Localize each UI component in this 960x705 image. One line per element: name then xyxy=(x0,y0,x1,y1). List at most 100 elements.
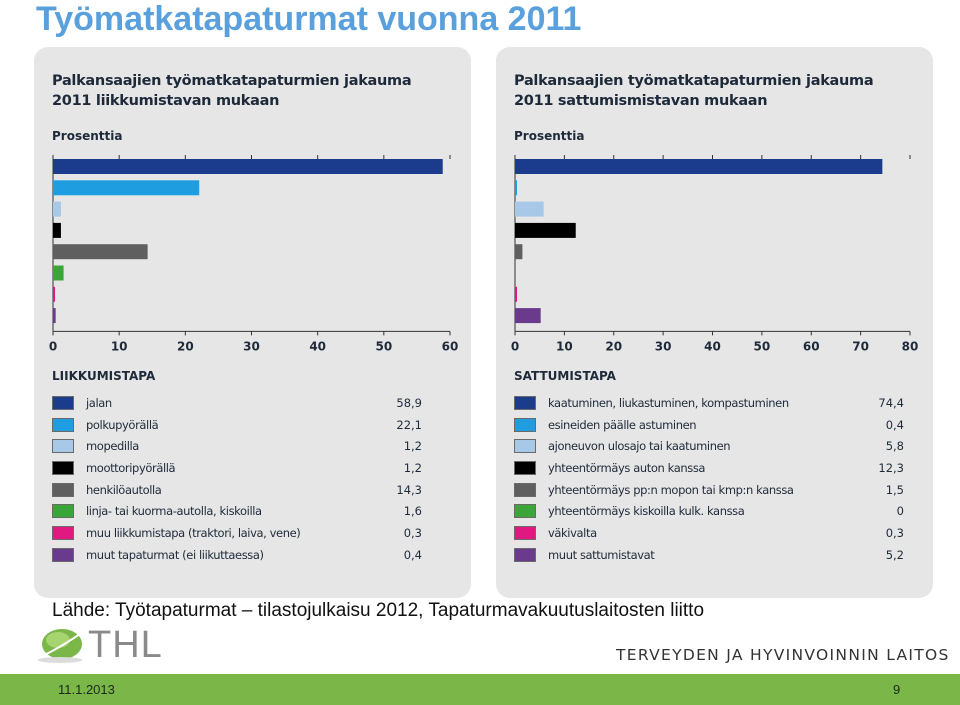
right-x-tick-label: 0 xyxy=(511,339,519,353)
legend-value: 0,4 xyxy=(403,547,422,562)
legend-item: yhteentörmäys kiskoilla kulk. kanssa 0 xyxy=(514,502,914,524)
legend-swatch xyxy=(514,461,536,476)
legend-value: 22,1 xyxy=(396,417,422,432)
legend-label: yhteentörmäys pp:n mopon tai kmp:n kanss… xyxy=(548,482,794,497)
left-bar-5 xyxy=(53,244,148,260)
legend-left: jalan 58,9 polkupyörällä 22,1 mopedilla 1,2 mo… xyxy=(52,394,452,568)
legend-label: moottoripyörällä xyxy=(86,461,176,476)
source-citation: Lähde: Työtapaturmat – tilastojulkaisu 2… xyxy=(52,600,705,621)
legend-item: henkilöautolla 14,3 xyxy=(52,481,452,503)
legend-value: 1,5 xyxy=(885,482,904,497)
chart-title-right-line1: Palkansaajien työmatkatapaturmien jakaum… xyxy=(514,73,874,89)
legend-label: henkilöautolla xyxy=(86,482,162,497)
legend-label: muut sattumistavat xyxy=(548,547,655,562)
chart-title-right: Palkansaajien työmatkatapaturmien jakaum… xyxy=(514,71,874,111)
legend-value: 74,4 xyxy=(878,396,904,410)
legend-swatch xyxy=(514,417,536,432)
legend-item: ajoneuvon ulosajo tai kaatuminen 5,8 xyxy=(514,437,914,459)
left-bar-4 xyxy=(53,222,61,238)
legend-item: muut tapaturmat (ei liikuttaessa) 0,4 xyxy=(52,546,452,568)
footer-bar: 11.1.2013 9 xyxy=(0,674,960,705)
legend-label: muut tapaturmat (ei liikuttaessa) xyxy=(86,547,264,562)
legend-swatch xyxy=(52,417,74,432)
left-x-tick-label: 40 xyxy=(309,339,326,353)
legend-label: ajoneuvon ulosajo tai kaatuminen xyxy=(548,439,731,454)
legend-swatch xyxy=(514,396,536,410)
right-x-tick-label: 20 xyxy=(605,339,622,353)
legend-label: väkivalta xyxy=(548,526,597,541)
legend-value: 0,4 xyxy=(885,417,904,432)
legend-value: 5,2 xyxy=(885,547,904,562)
unit-label-left: Prosenttia xyxy=(52,129,123,143)
right-x-tick-label: 70 xyxy=(852,339,869,353)
chart-title-right-line2: 2011 sattumismistavan mukaan xyxy=(514,93,768,109)
legend-label: yhteentörmäys auton kanssa xyxy=(548,461,706,476)
page-number: 9 xyxy=(893,682,901,697)
institute-name: TERVEYDEN JA HYVINVOINNIN LAITOS xyxy=(616,646,950,664)
right-bar-3 xyxy=(515,201,544,217)
legend-label: jalan xyxy=(86,396,112,410)
bar-chart-left: 0 10 20 30 40 50 60 xyxy=(49,155,459,353)
legend-item: muut sattumistavat 5,2 xyxy=(514,546,914,568)
legend-label: muu liikkumistapa (traktori, laiva, vene… xyxy=(86,526,301,541)
legend-swatch xyxy=(514,439,536,454)
slide-title: Työmatkatapaturmat vuonna 2011 xyxy=(36,0,582,38)
right-bar-1 xyxy=(515,159,883,174)
legend-right: kaatuminen, liukastuminen, kompastuminen… xyxy=(514,394,914,568)
legend-item: väkivalta 0,3 xyxy=(514,524,914,546)
legend-swatch xyxy=(514,526,536,541)
legend-swatch xyxy=(52,526,74,541)
right-x-tick-label: 50 xyxy=(754,339,771,353)
chart-title-left-line1: Palkansaajien työmatkatapaturmien jakaum… xyxy=(52,73,412,89)
right-x-tick-label: 10 xyxy=(556,339,573,353)
legend-item: esineiden päälle astuminen 0,4 xyxy=(514,416,914,438)
legend-swatch xyxy=(52,482,74,497)
left-bar-1 xyxy=(53,159,443,174)
legend-item: moottoripyörällä 1,2 xyxy=(52,459,452,481)
legend-value: 1,2 xyxy=(403,439,422,454)
legend-item: kaatuminen, liukastuminen, kompastuminen… xyxy=(514,394,914,416)
legend-item: linja- tai kuorma-autolla, kiskoilla 1,6 xyxy=(52,502,452,524)
legend-label: polkupyörällä xyxy=(86,417,159,432)
legend-value: 5,8 xyxy=(885,439,904,454)
right-x-tick-label: 60 xyxy=(803,339,820,353)
legend-item: muu liikkumistapa (traktori, laiva, vene… xyxy=(52,524,452,546)
logo-text: THL xyxy=(88,624,163,666)
left-x-tick-label: 0 xyxy=(49,339,57,353)
left-x-tick-label: 10 xyxy=(111,339,128,353)
chart-panel-left: Palkansaajien työmatkatapaturmien jakaum… xyxy=(34,47,471,598)
legend-value: 12,3 xyxy=(878,461,904,476)
legend-swatch xyxy=(52,547,74,562)
unit-label-right: Prosenttia xyxy=(514,129,585,143)
left-x-tick-label: 60 xyxy=(442,339,459,353)
legend-swatch xyxy=(52,461,74,476)
chart-panel-right: Palkansaajien työmatkatapaturmien jakaum… xyxy=(496,47,933,598)
legend-value: 1,2 xyxy=(403,461,422,476)
right-bar-5 xyxy=(515,244,523,260)
bar-chart-right: 0 10 20 30 40 50 60 70 80 xyxy=(511,155,919,353)
legend-title-left: LIIKKUMISTAPA xyxy=(52,369,156,383)
legend-value: 14,3 xyxy=(396,482,422,497)
legend-value: 1,6 xyxy=(403,504,422,519)
legend-label: esineiden päälle astuminen xyxy=(548,417,697,432)
legend-item: jalan 58,9 xyxy=(52,394,452,416)
legend-item: yhteentörmäys auton kanssa 12,3 xyxy=(514,459,914,481)
left-bar-6 xyxy=(53,265,64,281)
right-bar-4 xyxy=(515,222,576,238)
legend-item: polkupyörällä 22,1 xyxy=(52,416,452,438)
right-bar-8 xyxy=(515,308,541,324)
legend-label: linja- tai kuorma-autolla, kiskoilla xyxy=(86,504,262,519)
legend-swatch xyxy=(52,396,74,410)
right-bar-2 xyxy=(515,180,517,196)
legend-label: yhteentörmäys kiskoilla kulk. kanssa xyxy=(548,504,745,519)
legend-value: 0,3 xyxy=(403,526,422,541)
right-x-tick-label: 30 xyxy=(655,339,672,353)
left-bar-3 xyxy=(53,201,61,217)
legend-swatch xyxy=(52,439,74,454)
thl-leaf-logo-icon xyxy=(38,629,82,663)
right-x-tick-label: 80 xyxy=(902,339,919,353)
legend-label: kaatuminen, liukastuminen, kompastuminen xyxy=(548,396,789,410)
legend-swatch xyxy=(514,482,536,497)
legend-label: mopedilla xyxy=(86,439,139,454)
legend-value: 0 xyxy=(896,504,904,519)
